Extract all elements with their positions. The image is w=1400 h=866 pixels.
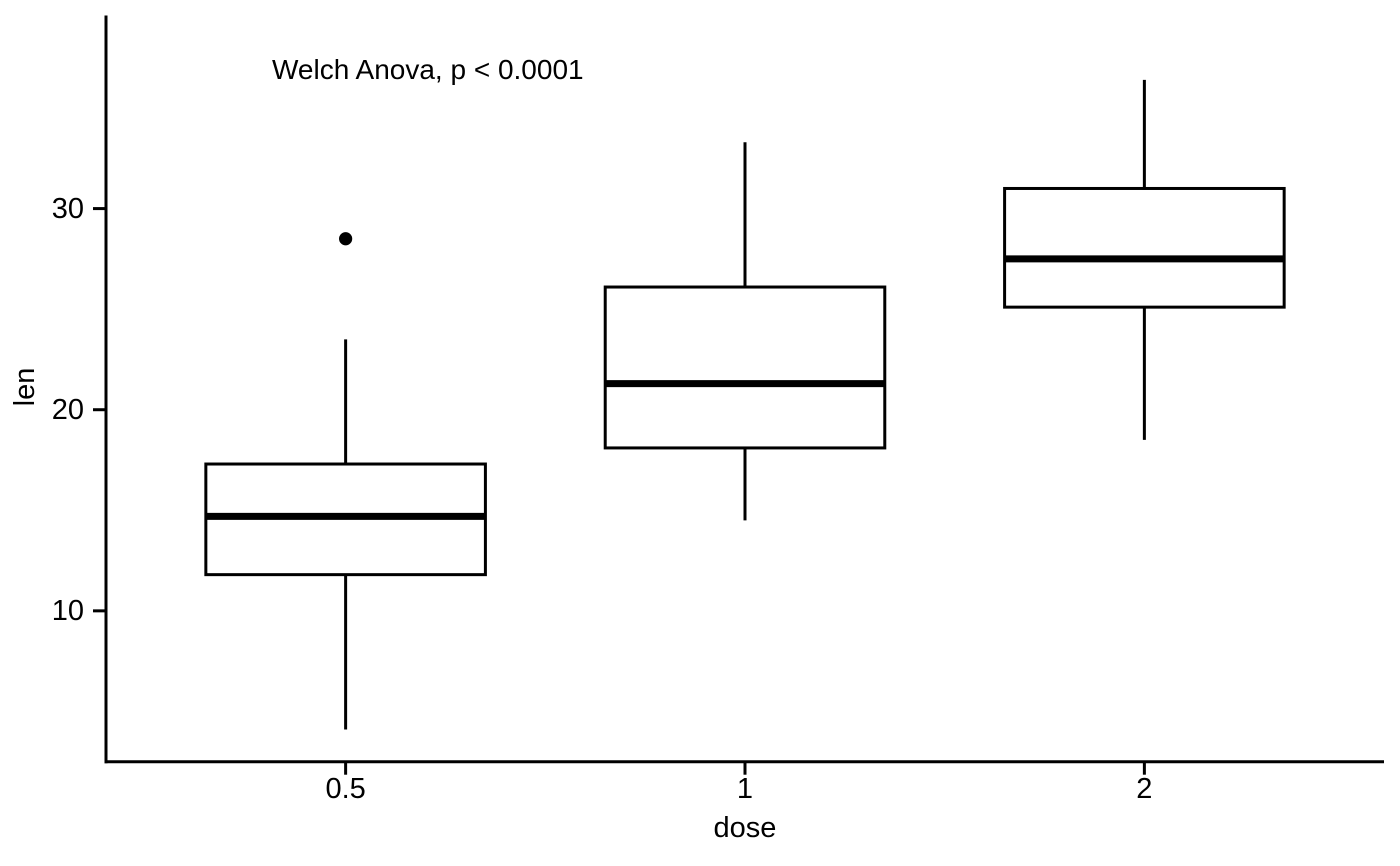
outlier-point [339,232,353,246]
x-axis-title: dose [713,812,777,844]
boxplot-dose-0.5 [204,232,487,730]
boxplot-dose-2 [1003,79,1286,440]
x-tick-label-0.5: 0.5 [325,773,366,805]
y-tick-label-10: 10 [51,594,84,627]
y-tick-label-20: 20 [51,393,84,426]
boxplot-dose-1 [603,142,887,521]
welch-anova-annotation: Welch Anova, p < 0.0001 [272,54,584,85]
x-tick-label-1: 1 [736,773,754,805]
iqr-box [603,285,887,450]
x-tick-label-2: 2 [1136,773,1153,805]
y-tick-label-30: 30 [51,192,84,225]
iqr-box [1003,186,1286,309]
